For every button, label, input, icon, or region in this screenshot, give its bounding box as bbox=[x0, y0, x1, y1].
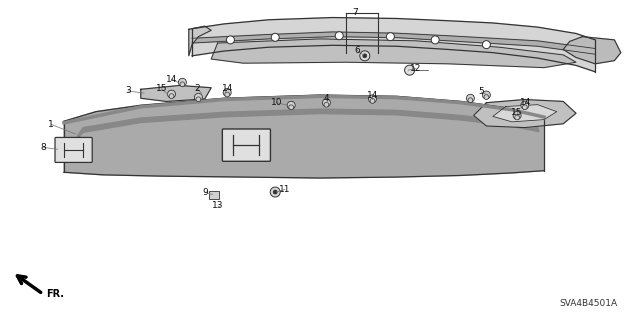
Text: FR.: FR. bbox=[46, 289, 64, 299]
Circle shape bbox=[484, 95, 489, 100]
Text: 14: 14 bbox=[221, 84, 233, 93]
FancyBboxPatch shape bbox=[222, 129, 271, 161]
Circle shape bbox=[289, 105, 294, 110]
Text: 13: 13 bbox=[212, 201, 223, 210]
Text: 15: 15 bbox=[156, 84, 167, 93]
Circle shape bbox=[270, 187, 280, 197]
Text: 11: 11 bbox=[279, 185, 291, 194]
Circle shape bbox=[363, 54, 367, 58]
Circle shape bbox=[467, 94, 474, 102]
Circle shape bbox=[271, 33, 279, 41]
Text: 14: 14 bbox=[166, 75, 177, 84]
FancyBboxPatch shape bbox=[55, 137, 92, 162]
Circle shape bbox=[223, 88, 231, 97]
Text: 3: 3 bbox=[125, 86, 131, 95]
Circle shape bbox=[404, 65, 415, 75]
Circle shape bbox=[273, 190, 277, 194]
Circle shape bbox=[324, 102, 329, 107]
Text: 15: 15 bbox=[511, 108, 523, 117]
Circle shape bbox=[360, 51, 370, 61]
Circle shape bbox=[521, 101, 529, 109]
Polygon shape bbox=[192, 32, 595, 54]
Circle shape bbox=[169, 94, 174, 99]
Text: 2: 2 bbox=[195, 84, 200, 93]
Circle shape bbox=[196, 97, 201, 102]
Circle shape bbox=[370, 99, 375, 103]
Text: 7: 7 bbox=[353, 8, 358, 17]
Polygon shape bbox=[563, 37, 621, 64]
Text: 10: 10 bbox=[271, 98, 282, 107]
Circle shape bbox=[168, 90, 175, 98]
Circle shape bbox=[515, 115, 520, 120]
Circle shape bbox=[369, 95, 376, 103]
Circle shape bbox=[227, 36, 234, 44]
Polygon shape bbox=[74, 109, 539, 141]
Circle shape bbox=[180, 82, 185, 87]
Text: 4: 4 bbox=[324, 94, 329, 103]
Circle shape bbox=[179, 78, 186, 86]
Text: 8: 8 bbox=[41, 143, 46, 152]
Text: 14: 14 bbox=[367, 91, 378, 100]
Polygon shape bbox=[493, 105, 557, 122]
Circle shape bbox=[513, 111, 521, 120]
Polygon shape bbox=[141, 85, 211, 101]
Circle shape bbox=[483, 91, 490, 99]
Polygon shape bbox=[189, 26, 211, 56]
Polygon shape bbox=[211, 39, 576, 68]
Text: 14: 14 bbox=[520, 98, 532, 107]
Circle shape bbox=[483, 41, 490, 49]
Circle shape bbox=[195, 93, 202, 101]
Polygon shape bbox=[192, 18, 595, 72]
Text: 9: 9 bbox=[202, 188, 207, 197]
Text: 5: 5 bbox=[479, 87, 484, 96]
Polygon shape bbox=[474, 100, 576, 128]
Circle shape bbox=[522, 105, 527, 110]
Text: SVA4B4501A: SVA4B4501A bbox=[560, 299, 618, 308]
Circle shape bbox=[335, 32, 343, 40]
Text: 12: 12 bbox=[410, 64, 422, 73]
Text: 1: 1 bbox=[49, 120, 54, 129]
Circle shape bbox=[468, 98, 473, 103]
Polygon shape bbox=[64, 95, 544, 178]
Text: 6: 6 bbox=[355, 46, 360, 55]
Circle shape bbox=[431, 36, 439, 44]
Circle shape bbox=[323, 99, 330, 107]
Circle shape bbox=[287, 101, 295, 109]
Circle shape bbox=[387, 33, 394, 41]
Circle shape bbox=[225, 92, 230, 97]
Bar bbox=[209, 190, 220, 199]
